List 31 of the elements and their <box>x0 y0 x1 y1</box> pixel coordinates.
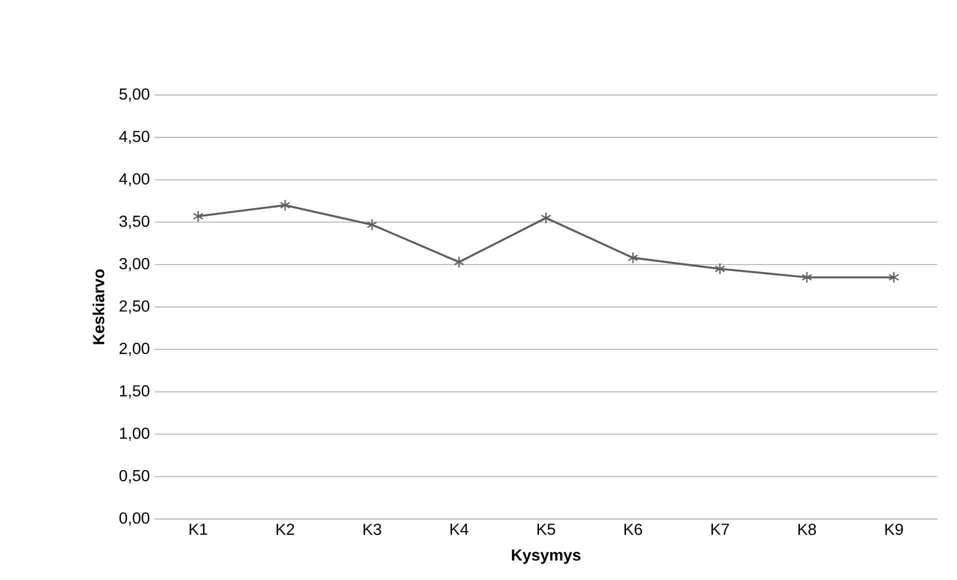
point <box>540 212 552 224</box>
x-tick-label: K3 <box>364 524 382 536</box>
point <box>714 262 726 275</box>
y-tick-label: 2,00 <box>120 342 150 356</box>
point <box>192 210 204 222</box>
point <box>280 199 290 212</box>
y-tick-label: 1,00 <box>120 428 150 441</box>
x-tick-label: K6 <box>624 524 642 536</box>
x-tick-label: K8 <box>798 524 816 536</box>
point <box>802 271 812 284</box>
x-tick-label: K2 <box>276 524 294 535</box>
y-tick-label: 2,50 <box>120 300 150 314</box>
y-tick-label: 4,00 <box>119 173 150 186</box>
x-tick-label: K1 <box>190 524 208 535</box>
point <box>888 271 900 284</box>
y-tick-label: 3,00 <box>119 258 150 272</box>
y-tick-label: 4,50 <box>119 130 150 144</box>
x-tick-label: K5 <box>538 524 556 535</box>
point <box>628 252 638 264</box>
x-tick-label: K7 <box>711 524 729 535</box>
x-tick-label: K4 <box>450 524 468 535</box>
x-tick-label: K9 <box>885 524 903 536</box>
y-tick-label: 0,50 <box>119 470 150 484</box>
point <box>366 218 378 231</box>
y-tick-label: 5,00 <box>119 88 150 102</box>
y-tick-label: 0,00 <box>119 512 150 526</box>
point <box>454 256 464 268</box>
y-tick-label: 3,50 <box>119 216 150 229</box>
x-axis-title: Kysymys <box>512 550 580 564</box>
y-tick-label: 1,50 <box>120 385 150 398</box>
y-axis-title: Keskiarvo <box>92 269 104 344</box>
